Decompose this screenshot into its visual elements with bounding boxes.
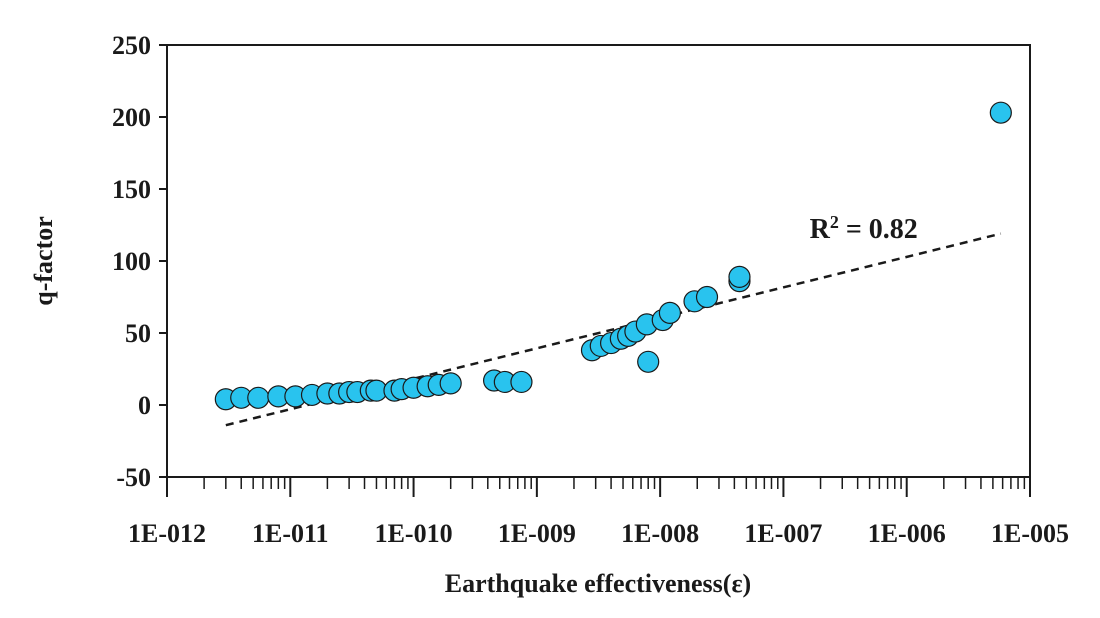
x-tick-label: 1E-009 (498, 519, 576, 548)
y-tick-label: 250 (112, 31, 151, 60)
y-tick-label: 0 (138, 391, 151, 420)
data-point (728, 265, 751, 288)
y-tick-label: 100 (112, 247, 151, 276)
x-tick-label: 1E-011 (252, 519, 329, 548)
data-point (637, 350, 660, 373)
data-point (658, 301, 682, 324)
y-tick-label: 200 (112, 103, 151, 132)
y-axis: -50 0 50 100 150 200 250 (112, 31, 167, 492)
plot-area (166, 44, 1031, 478)
x-axis-title: Earthquake effectiveness(ε) (445, 569, 751, 598)
data-point (695, 285, 719, 309)
y-tick-label: 50 (125, 319, 151, 348)
x-tick-label: 1E-012 (128, 519, 206, 548)
x-tick-label: 1E-005 (991, 519, 1069, 548)
y-axis-title: q-factor (29, 216, 58, 306)
r-squared-annotation: R2 = 0.82 (810, 212, 918, 245)
annotation-superscript: 2 (830, 212, 839, 232)
data-point (247, 386, 270, 409)
data-point (439, 372, 462, 395)
x-tick-label: 1E-006 (868, 519, 946, 548)
y-tick-label: -50 (116, 463, 151, 492)
data-point (510, 370, 533, 394)
x-tick-label: 1E-007 (744, 519, 822, 548)
x-axis: 1E-012 1E-011 1E-010 1E-009 1E-008 1E-007 1E-0… (128, 477, 1069, 548)
x-tick-label: 1E-010 (375, 519, 453, 548)
annotation-r: R (810, 214, 831, 245)
y-tick-label: 150 (112, 175, 151, 204)
x-tick-label: 1E-008 (621, 519, 699, 548)
annotation-value: = 0.82 (839, 214, 918, 245)
data-points (214, 101, 1012, 411)
data-point (989, 101, 1012, 124)
